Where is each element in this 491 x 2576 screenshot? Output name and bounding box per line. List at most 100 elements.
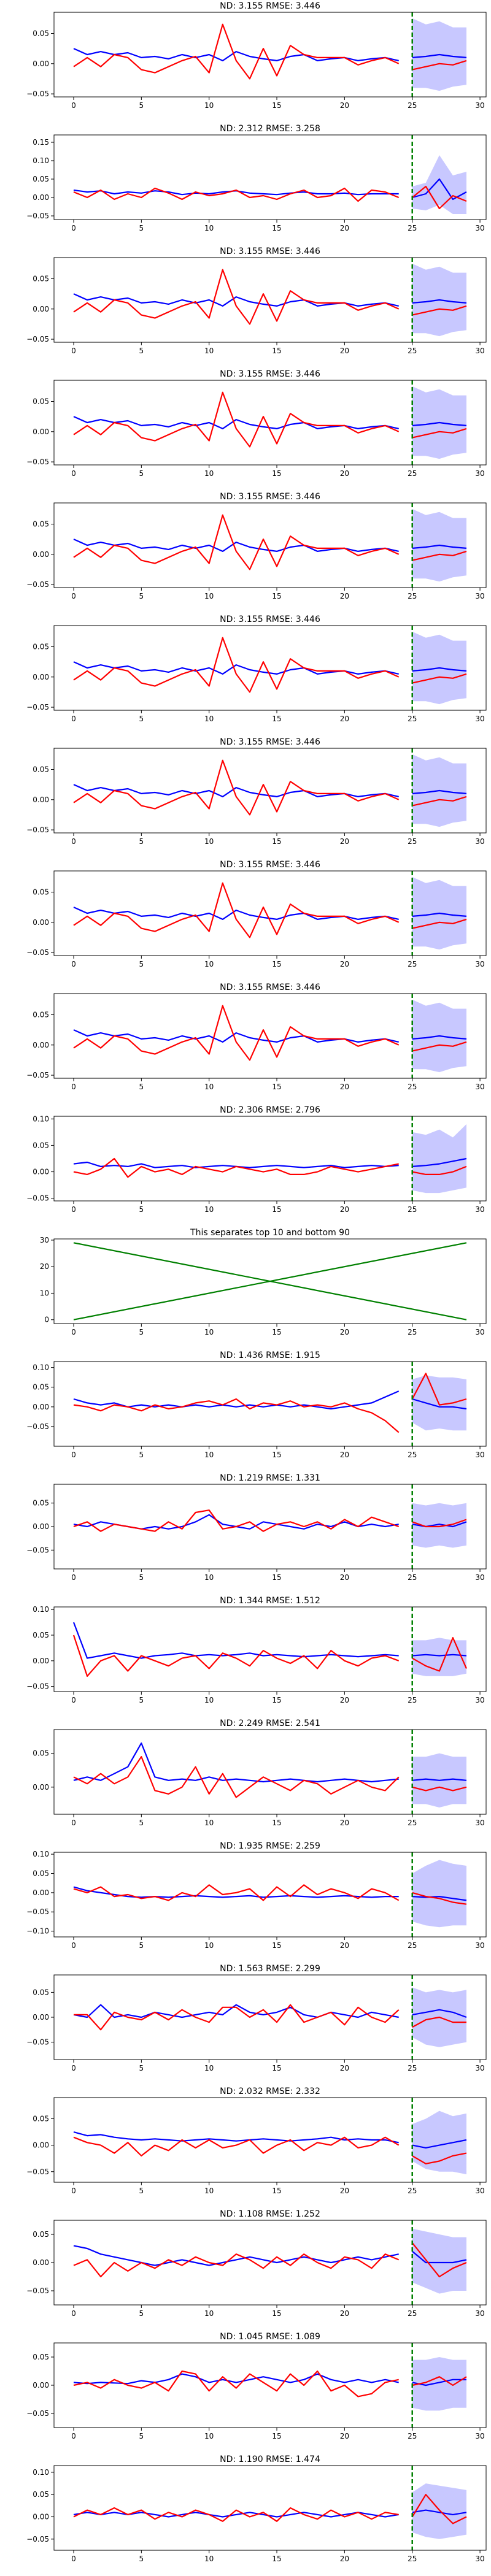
x-tick-label: 5 <box>139 101 144 110</box>
x-tick-label: 15 <box>272 2432 281 2440</box>
y-tick-label: −0.10 <box>26 1927 49 1936</box>
y-tick-label: 0.05 <box>33 1749 49 1758</box>
subplot-13: ND: 1.344 RMSE: 1.512 0 5 10 15 20 25 30 −0.05 0.… <box>26 1596 487 1704</box>
series-line-red-history <box>73 637 400 693</box>
x-tick-label: 10 <box>204 469 214 478</box>
x-tick-label: 30 <box>475 1696 484 1704</box>
y-tick-label: 0.00 <box>33 673 49 681</box>
series-line-red-history <box>73 759 400 816</box>
confidence-band <box>412 1860 466 1928</box>
y-tick-label: 0.15 <box>33 138 49 147</box>
series-line-green-separator <box>73 1242 467 1321</box>
y-tick-label: 0.00 <box>33 2513 49 2521</box>
x-tick-label: 25 <box>408 1451 417 1459</box>
x-tick-label: 15 <box>272 1328 281 1336</box>
y-tick-label: 0.05 <box>33 1011 49 1019</box>
y-tick-label: 0.10 <box>33 1850 49 1858</box>
x-tick-label: 30 <box>475 1941 484 1950</box>
x-tick-label: 25 <box>408 2309 417 2318</box>
y-tick-label: 0.05 <box>33 2353 49 2361</box>
x-tick-label: 10 <box>204 2309 214 2318</box>
y-tick-label: −0.05 <box>26 2038 49 2047</box>
x-tick-label: 30 <box>475 1083 484 1091</box>
x-tick-label: 20 <box>340 592 349 600</box>
y-tick-label: 0.00 <box>33 1522 49 1531</box>
subplot-title: ND: 3.155 RMSE: 3.446 <box>220 983 320 992</box>
x-tick-label: 25 <box>408 347 417 355</box>
series-line-red-forecast <box>412 1786 467 1792</box>
subplot-title: ND: 1.436 RMSE: 1.915 <box>220 1351 320 1360</box>
y-tick-label: 0.00 <box>33 305 49 313</box>
x-tick-label: 25 <box>408 1573 417 1582</box>
x-tick-label: 20 <box>340 960 349 968</box>
x-tick-label: 30 <box>475 1328 484 1336</box>
series-line-blue-forecast <box>412 421 467 426</box>
subplot-title: ND: 2.249 RMSE: 2.541 <box>220 1719 320 1728</box>
series-line-blue-forecast <box>412 1521 467 1528</box>
x-tick-label: 5 <box>139 1328 144 1336</box>
y-tick-label: 0.05 <box>33 1383 49 1392</box>
series-line-red-forecast <box>412 550 467 561</box>
x-tick-label: 0 <box>71 2432 76 2440</box>
subplot-6: ND: 3.155 RMSE: 3.446 0 5 10 15 20 25 30 −0.05 0.… <box>26 737 487 846</box>
x-tick-label: 30 <box>475 101 484 110</box>
x-tick-label: 5 <box>139 2432 144 2440</box>
subplot-title: ND: 1.219 RMSE: 1.331 <box>220 1473 320 1483</box>
x-tick-label: 20 <box>340 1941 349 1950</box>
series-line-blue-history <box>73 1886 399 1898</box>
series-line-red-forecast <box>412 427 467 439</box>
x-tick-label: 15 <box>272 224 281 232</box>
x-tick-label: 15 <box>272 2064 281 2072</box>
x-tick-label: 5 <box>139 1573 144 1582</box>
x-tick-label: 5 <box>139 1941 144 1950</box>
x-tick-label: 30 <box>475 1205 484 1214</box>
series-line-red-history <box>73 1756 400 1798</box>
y-tick-label: 0.05 <box>33 29 49 38</box>
axes-frame <box>53 870 487 956</box>
subplot-title: ND: 2.032 RMSE: 2.332 <box>220 2087 320 2096</box>
x-tick-label: 10 <box>204 2187 214 2195</box>
series-line-red-forecast <box>411 1373 467 1406</box>
y-tick-label: 0.00 <box>33 2381 49 2390</box>
x-tick-label: 20 <box>340 469 349 478</box>
series-line-blue-forecast <box>412 789 467 794</box>
subplot-title: ND: 1.935 RMSE: 2.259 <box>220 1841 320 1851</box>
series-line-blue-forecast <box>412 299 467 304</box>
axes-frame <box>53 1238 487 1324</box>
y-tick-label: −0.05 <box>26 1422 49 1431</box>
x-tick-label: 20 <box>340 347 349 355</box>
x-tick-label: 20 <box>340 715 349 723</box>
x-tick-label: 30 <box>475 715 484 723</box>
x-tick-label: 5 <box>139 1696 144 1704</box>
y-tick-label: 0.05 <box>33 1499 49 1508</box>
y-tick-label: 0.10 <box>33 1363 49 1372</box>
y-tick-label: −0.05 <box>26 826 49 834</box>
y-tick-label: 0.05 <box>33 175 49 183</box>
x-tick-label: 25 <box>408 2432 417 2440</box>
y-tick-label: −0.05 <box>26 1194 49 1203</box>
x-tick-label: 20 <box>340 224 349 232</box>
x-tick-label: 5 <box>139 960 144 968</box>
x-tick-label: 15 <box>272 592 281 600</box>
axes-frame <box>53 993 487 1079</box>
y-tick-label: 0.00 <box>33 550 49 559</box>
y-tick-label: −0.05 <box>26 703 49 711</box>
x-tick-label: 5 <box>139 1205 144 1214</box>
x-tick-label: 15 <box>272 2309 281 2318</box>
confidence-band <box>412 2483 466 2539</box>
x-tick-label: 15 <box>272 1819 281 1827</box>
x-tick-label: 0 <box>71 1819 76 1827</box>
x-tick-label: 20 <box>340 1205 349 1214</box>
y-tick-label: 0.05 <box>33 888 49 897</box>
y-tick-label: 0.00 <box>33 2141 49 2150</box>
x-tick-label: 30 <box>475 592 484 600</box>
x-tick-label: 10 <box>204 1573 214 1582</box>
series-line-blue-forecast <box>412 667 467 672</box>
y-tick-label: 20 <box>40 1262 49 1271</box>
series-line-red-forecast <box>412 795 467 807</box>
series-line-red-history <box>73 2370 399 2398</box>
series-line-blue-forecast <box>412 544 467 549</box>
series-line-blue-forecast <box>412 1398 467 1410</box>
axes-frame <box>53 12 487 98</box>
